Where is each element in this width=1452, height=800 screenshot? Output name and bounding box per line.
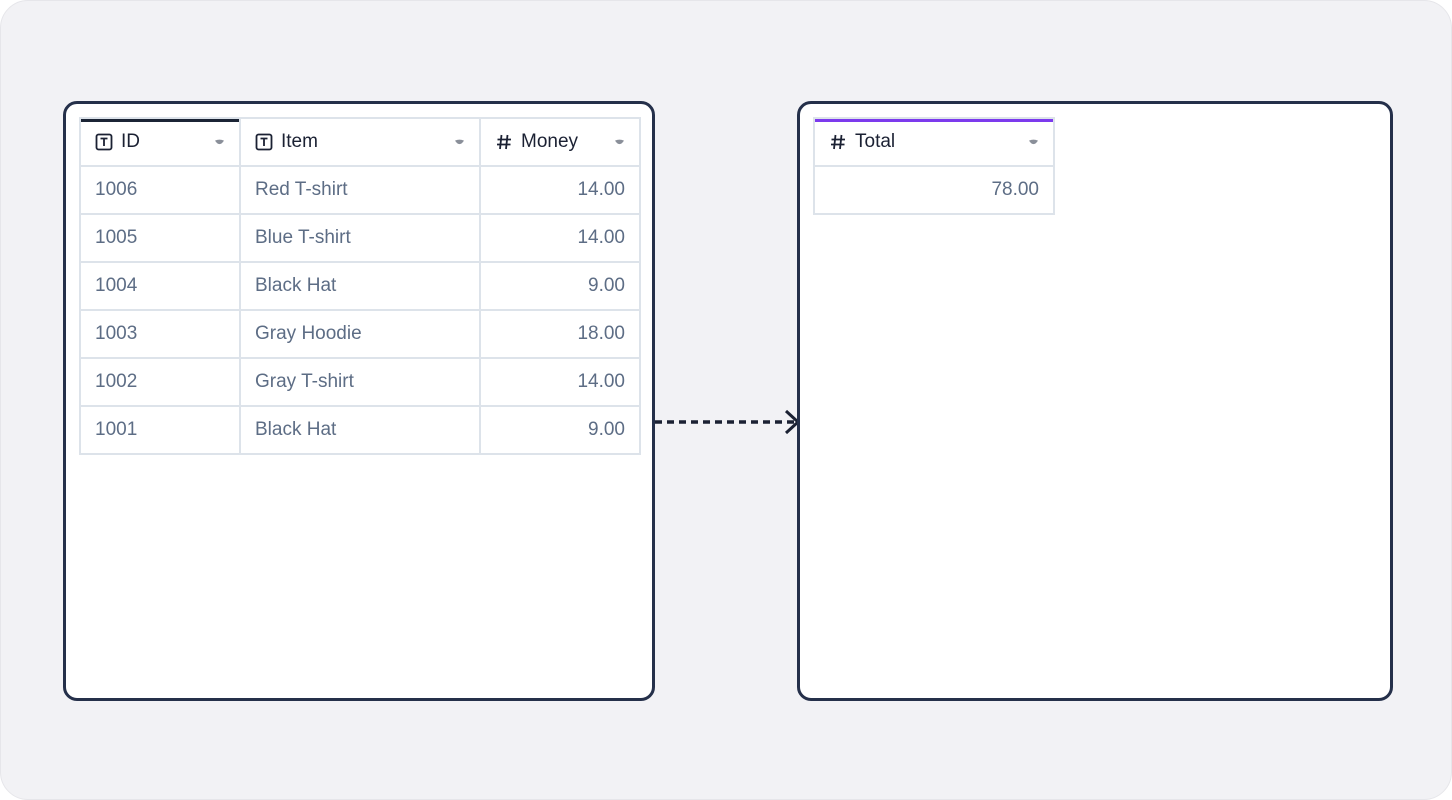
cell-id[interactable]: 1004 (79, 261, 241, 311)
table-row: 1003 Gray Hoodie 18.00 (79, 309, 641, 359)
column-header-label: Money (521, 131, 579, 152)
column-header-label: ID (121, 131, 140, 152)
table-row: 1004 Black Hat 9.00 (79, 261, 641, 311)
cell-item[interactable]: Blue T-shirt (239, 213, 481, 263)
result-header-row: Total (813, 117, 1055, 167)
cell-money[interactable]: 9.00 (479, 405, 641, 455)
table-row: 1006 Red T-shirt 14.00 (79, 165, 641, 215)
chevron-down-icon[interactable] (454, 138, 465, 149)
column-header-item[interactable]: Item (239, 117, 481, 167)
cell-money[interactable]: 18.00 (479, 309, 641, 359)
table-row: 1002 Gray T-shirt 14.00 (79, 357, 641, 407)
chevron-down-icon[interactable] (1028, 138, 1039, 149)
cell-id[interactable]: 1006 (79, 165, 241, 215)
column-header-money[interactable]: Money (479, 117, 641, 167)
cell-item[interactable]: Black Hat (239, 261, 481, 311)
cell-total[interactable]: 78.00 (813, 165, 1055, 215)
table-row: 78.00 (813, 165, 1055, 215)
cell-money[interactable]: 9.00 (479, 261, 641, 311)
source-table: ID Item (79, 117, 641, 455)
cell-item[interactable]: Red T-shirt (239, 165, 481, 215)
hash-icon (831, 134, 845, 150)
source-table-panel: ID Item (63, 101, 655, 701)
cell-money[interactable]: 14.00 (479, 357, 641, 407)
column-header-total[interactable]: Total (813, 117, 1055, 167)
flow-arrow (655, 409, 801, 435)
chevron-down-icon[interactable] (214, 138, 225, 149)
source-header-row: ID Item (79, 117, 641, 167)
cell-item[interactable]: Black Hat (239, 405, 481, 455)
cell-item[interactable]: Gray T-shirt (239, 357, 481, 407)
chevron-down-icon[interactable] (614, 138, 625, 149)
cell-id[interactable]: 1005 (79, 213, 241, 263)
hash-icon (497, 134, 511, 150)
cell-money[interactable]: 14.00 (479, 165, 641, 215)
cell-id[interactable]: 1002 (79, 357, 241, 407)
cell-id[interactable]: 1003 (79, 309, 241, 359)
text-field-icon (255, 133, 273, 151)
cell-item[interactable]: Gray Hoodie (239, 309, 481, 359)
column-header-id[interactable]: ID (79, 117, 241, 167)
result-table: Total 78.00 (813, 117, 1055, 215)
table-row: 1005 Blue T-shirt 14.00 (79, 213, 641, 263)
column-header-label: Total (855, 131, 896, 152)
cell-money[interactable]: 14.00 (479, 213, 641, 263)
result-table-panel: Total 78.00 (797, 101, 1393, 701)
column-header-label: Item (281, 131, 318, 152)
cell-id[interactable]: 1001 (79, 405, 241, 455)
text-field-icon (95, 133, 113, 151)
table-row: 1001 Black Hat 9.00 (79, 405, 641, 455)
